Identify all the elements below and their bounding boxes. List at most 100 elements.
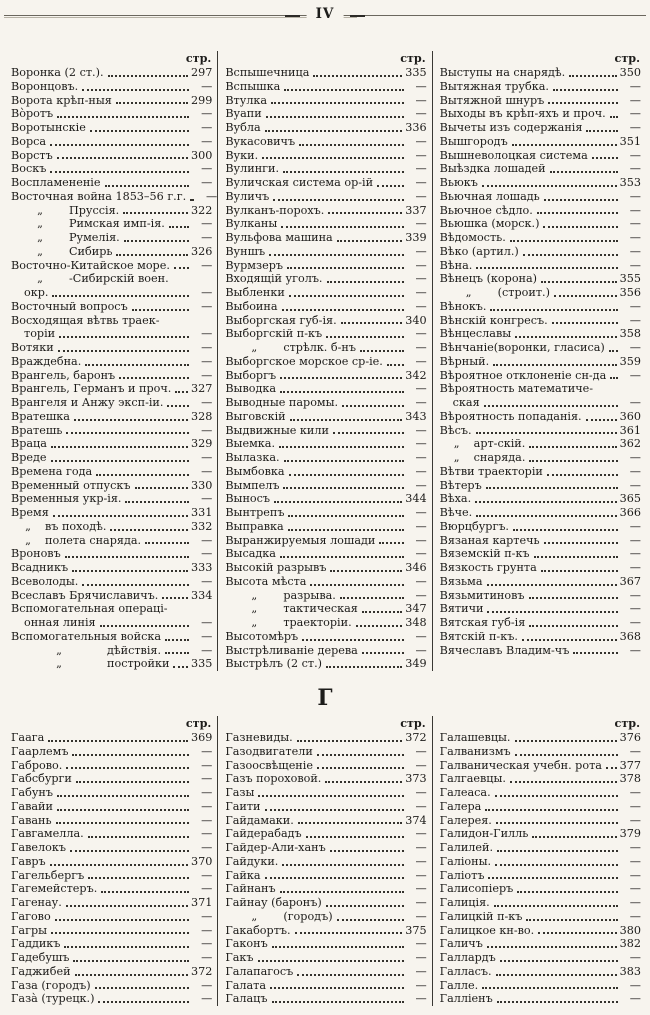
entry-term: Враца [11,437,47,451]
index-entry: „ въ походѣ. 332 [11,520,212,534]
dot-leader [265,116,404,118]
dot-leader [541,281,617,283]
entry-term: Вукасовичъ [225,134,296,148]
index-entry: Вуличъ — [225,190,426,204]
column-group: стр. Гаага 369 Гаарлемъ — Габрово. — Габсбурги —… [4,716,646,1006]
index-entry: Воспламененіе — [11,176,212,190]
dot-leader [123,239,190,242]
index-entry: Вотяки — [11,341,212,355]
entry-term: полета снаряда. [45,533,142,547]
index-entry: Гайдамаки. 374 [225,814,426,828]
dot-leader [529,624,618,627]
section-letter-heading: Г [317,685,333,711]
index-entry: Выборгская губ-ія. 340 [225,314,426,328]
index-entry: „ Пруссія. 322 [11,204,212,218]
entry-page: — [629,519,641,533]
entry-term: Вѣна. [439,258,473,272]
entry-page: — [201,772,213,786]
dot-leader [274,501,403,503]
entry-page: — [415,327,427,341]
index-entry: „ -Сибирскій воен. [11,272,212,286]
index-entry: Газоосвѣщеніе — [225,759,426,773]
index-entry: Гавань — [11,814,212,828]
index-entry: Восточная война 1853–56 г.г. — [11,189,217,204]
entry-page: — [415,786,427,799]
entry-term: Выбленки [225,286,285,299]
index-entry: Гайдерабадъ — [225,827,426,841]
index-entry: Вятскій п-къ. 368 [440,630,641,644]
entry-page: — [415,841,427,854]
index-entry: Вуличская система ор-ій — [225,176,426,190]
entry-page: 370 [190,854,213,868]
ditto-mark: „ [56,657,62,671]
entry-page: 376 [619,731,641,744]
dot-leader [486,583,617,586]
dot-leader [287,267,404,270]
entry-page: — [629,231,641,244]
entry-page: — [415,464,427,478]
index-entry: Габунъ — [11,786,212,800]
index-entry: Временный отпускъ 330 [11,479,212,493]
dot-leader [528,597,618,600]
column-page-header: стр. [185,51,212,65]
entry-term: Вѣроятность попаданія. [439,409,582,423]
index-entry: Вѣнцеславы 358 [440,327,641,341]
dot-leader [540,569,618,572]
index-entry: Вроновъ — [11,547,212,561]
index-entry: „ (строит.) 356 [440,286,641,300]
index-entry: Вытяжная трубка. — [440,80,641,94]
entry-page: — [415,244,427,258]
entry-term: Гайнау (баронъ) [225,896,322,909]
entry-page: — [201,799,213,813]
entry-page: 344 [405,492,427,506]
entry-term: Вынтрепъ [225,506,285,519]
entry-page: — [629,978,641,992]
ditto-mark: „ [37,203,43,217]
index-entry: Вѣтви траекторіи — [440,465,641,479]
entry-term: Вѣроятность математиче- [439,382,594,396]
entry-term: Гаджибей [11,964,71,978]
entry-page: — [201,121,213,134]
dot-leader [549,171,618,173]
dot-leader [281,226,404,228]
index-entry: „ постройки 335 [11,657,212,671]
index-entry: Галидон-Гилль 379 [440,827,641,841]
entry-page: — [201,258,213,272]
entry-page: 355 [619,272,641,286]
entry-term: Восточная война 1853–56 г.г. [11,189,187,203]
entry-page: — [415,396,427,409]
dot-leader [262,157,404,160]
index-entry: Вѣнскій конгресъ. — [440,314,641,328]
index-entry: Вукасовичъ — [225,135,426,149]
entry-term: Выборгское морское ср-іе. [225,354,383,368]
entry-page: 327 [190,382,213,396]
dot-leader [73,959,190,962]
dot-leader [546,473,618,476]
entry-term: Гавайи [11,799,53,813]
entry-page: — [415,629,427,643]
index-entry: Гагемейстеръ. — [11,882,212,896]
index-entry: Выговскій 343 [225,410,426,424]
dot-leader [514,739,617,742]
dot-leader [66,432,190,435]
entry-term: Вылазка. [225,451,280,464]
ditto-mark: „ [453,437,460,451]
entry-term: Вязаная картечь [439,533,540,547]
dot-leader [605,767,617,770]
entry-term: Гавань [11,813,52,827]
index-column: стр. Выступы на снарядѣ. 350 Вытяжная трубк… [431,51,646,671]
entry-page: 366 [619,506,641,519]
index-entry: Временныя укр-ія. — [11,492,212,506]
dot-leader [326,281,404,283]
dot-leader [552,88,618,91]
index-entry: Гавайи — [11,800,212,814]
index-entry: Галашевцы. 376 [440,731,641,745]
entry-page: 332 [190,519,213,533]
entry-term: Высота мѣста [225,574,307,588]
entry-term: Вулинги. [225,162,280,176]
dot-leader [54,918,190,921]
index-entry: Всадникъ 333 [11,561,212,575]
entry-page: 349 [405,657,427,671]
entry-page: 382 [619,937,641,951]
